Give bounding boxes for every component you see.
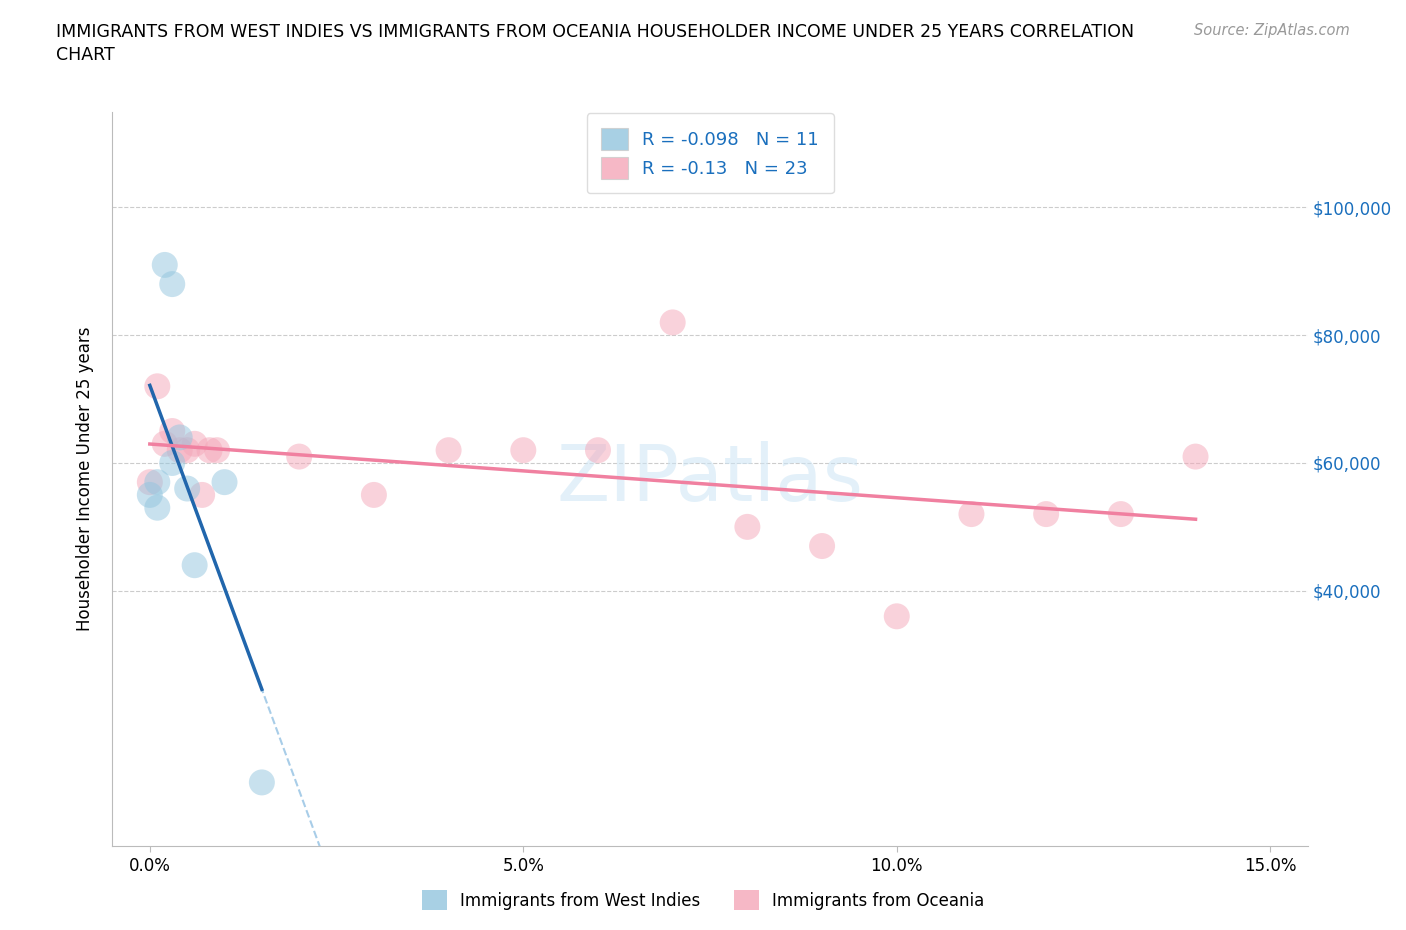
Point (146, 379, 169, 393)
Text: Source: ZipAtlas.com: Source: ZipAtlas.com (1194, 23, 1350, 38)
Point (811, 538, 834, 553)
Point (183, 436, 205, 451)
Point (153, 258, 176, 272)
Point (162, 276, 183, 291)
Text: IMMIGRANTS FROM WEST INDIES VS IMMIGRANTS FROM OCEANIA HOUSEHOLDER INCOME UNDER : IMMIGRANTS FROM WEST INDIES VS IMMIGRANT… (56, 23, 1135, 41)
Point (139, 474, 162, 489)
Point (214, 474, 236, 489)
Point (139, 487, 162, 502)
Point (183, 558, 205, 573)
Point (960, 507, 983, 522)
Point (205, 443, 228, 458)
Point (1109, 507, 1132, 522)
Point (146, 500, 169, 515)
Point (198, 443, 221, 458)
Point (250, 775, 273, 790)
Point (886, 609, 908, 624)
Point (437, 443, 460, 458)
Point (1035, 507, 1057, 522)
Point (737, 520, 759, 535)
Legend: R = -0.098   N = 11, R = -0.13   N = 23: R = -0.098 N = 11, R = -0.13 N = 23 (586, 113, 834, 193)
Point (162, 423, 183, 438)
Point (162, 456, 183, 471)
Text: CHART: CHART (56, 46, 115, 64)
Point (176, 481, 198, 496)
Point (191, 487, 214, 502)
Point (512, 443, 534, 458)
Legend: Immigrants from West Indies, Immigrants from Oceania: Immigrants from West Indies, Immigrants … (415, 884, 991, 917)
Point (586, 443, 609, 458)
Point (176, 443, 198, 458)
Point (146, 474, 169, 489)
Point (1184, 449, 1206, 464)
Point (661, 315, 683, 330)
Point (169, 430, 191, 445)
Point (153, 436, 176, 451)
Y-axis label: Householder Income Under 25 years: Householder Income Under 25 years (76, 326, 94, 631)
Point (288, 449, 311, 464)
Text: ZIPatlas: ZIPatlas (557, 441, 863, 517)
Point (169, 443, 191, 458)
Point (363, 487, 385, 502)
